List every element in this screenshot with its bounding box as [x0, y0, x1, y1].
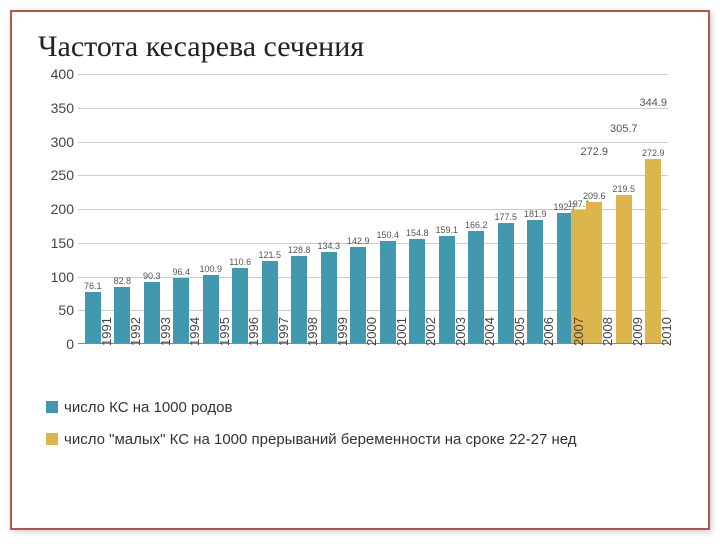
bar-value-label: 154.8	[406, 229, 429, 238]
x-tick-label: 1993	[158, 317, 173, 346]
y-tick-label: 250	[38, 167, 74, 183]
x-tick-label: 2008	[600, 317, 615, 346]
floating-value-label: 344.9	[639, 97, 667, 109]
gridline	[78, 175, 668, 176]
bar-value-label: 100.9	[199, 265, 222, 274]
gridline	[78, 74, 668, 75]
bar-value-label: 76.1	[84, 282, 102, 291]
legend: число КС на 1000 родов число "малых" КС …	[46, 398, 682, 449]
x-tick-label: 2001	[394, 317, 409, 346]
bar-value-label: 110.6	[229, 258, 251, 267]
bar-value-label: 96.4	[172, 268, 190, 277]
y-tick-label: 100	[38, 269, 74, 285]
x-tick-label: 2007	[571, 317, 586, 346]
legend-swatch-2	[46, 433, 58, 445]
x-tick-label: 2000	[364, 317, 379, 346]
y-tick-label: 200	[38, 201, 74, 217]
x-tick-label: 2006	[541, 317, 556, 346]
x-tick-label: 1998	[305, 317, 320, 346]
bar	[645, 159, 661, 343]
floating-value-label: 305.7	[610, 123, 638, 135]
chart-title: Частота кесарева сечения	[38, 30, 682, 64]
legend-item-1: число КС на 1000 родов	[46, 398, 682, 418]
y-tick-label: 0	[38, 336, 74, 352]
chart-container: 05010015020025030035040076.182.890.396.4…	[38, 74, 678, 384]
x-tick-label: 2009	[630, 317, 645, 346]
x-tick-label: 2003	[453, 317, 468, 346]
bar-value-label: 82.8	[113, 277, 131, 286]
x-tick-label: 2005	[512, 317, 527, 346]
y-tick-label: 150	[38, 235, 74, 251]
x-tick-label: 1996	[246, 317, 261, 346]
bar-value-label: 90.3	[143, 272, 161, 281]
x-tick-label: 1994	[187, 317, 202, 346]
bar-value-label: 209.6	[583, 192, 606, 201]
bar-value-label: 219.5	[612, 185, 635, 194]
bar-value-label: 166.2	[465, 221, 488, 230]
bar-value-label: 128.8	[288, 246, 311, 255]
legend-swatch-1	[46, 401, 58, 413]
bar-value-label: 159.1	[435, 226, 458, 235]
y-tick-label: 350	[38, 100, 74, 116]
floating-value-label: 272.9	[580, 146, 608, 158]
legend-label-1: число КС на 1000 родов	[64, 398, 232, 418]
x-tick-label: 2002	[423, 317, 438, 346]
bar-value-label: 177.5	[494, 213, 517, 222]
bar-value-label: 181.9	[524, 210, 547, 219]
x-tick-label: 2010	[659, 317, 674, 346]
slide: Частота кесарева сечения 0 50 100 150 200 250…	[10, 10, 710, 530]
x-tick-label: 1992	[128, 317, 143, 346]
bar-value-label: 121.5	[258, 251, 281, 260]
y-tick-label: 300	[38, 134, 74, 150]
y-tick-label: 50	[38, 302, 74, 318]
y-tick-label: 400	[38, 66, 74, 82]
x-tick-label: 2004	[482, 317, 497, 346]
gridline	[78, 142, 668, 143]
bar-value-label: 150.4	[376, 231, 399, 240]
bar-value-label: 142.9	[347, 237, 370, 246]
gridline	[78, 108, 668, 109]
x-tick-label: 1991	[99, 317, 114, 346]
x-tick-label: 1997	[276, 317, 291, 346]
bar-value-label: 134.3	[317, 242, 340, 251]
x-tick-label: 1995	[217, 317, 232, 346]
bar-group: 272.9	[645, 159, 661, 343]
legend-label-2: число "малых" КС на 1000 прерываний бере…	[64, 430, 577, 450]
x-tick-label: 1999	[335, 317, 350, 346]
bar-value-label: 272.9	[642, 149, 665, 158]
legend-item-2: число "малых" КС на 1000 прерываний бере…	[46, 430, 682, 450]
plot-area: 05010015020025030035040076.182.890.396.4…	[78, 74, 668, 344]
